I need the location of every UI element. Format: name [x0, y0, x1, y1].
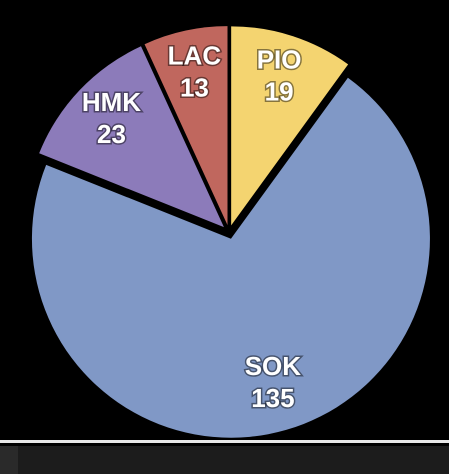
- slice-label: LAC: [168, 40, 222, 70]
- bottom-rule: [0, 440, 449, 443]
- bottom-corner: [0, 446, 18, 474]
- slice-label: HMK: [82, 87, 141, 117]
- slice-value: 23: [97, 119, 126, 149]
- slice-value: 135: [251, 383, 294, 413]
- slice-label: PIO: [257, 45, 302, 75]
- pie-slice: [231, 26, 349, 226]
- slice-value: 19: [265, 77, 294, 107]
- slice-value: 13: [180, 72, 209, 102]
- pie-slice: [31, 77, 430, 438]
- pie-slice: [39, 46, 224, 228]
- slice-label: SOK: [245, 351, 302, 381]
- bottom-bar: [0, 446, 449, 474]
- pie-slice: [144, 26, 228, 226]
